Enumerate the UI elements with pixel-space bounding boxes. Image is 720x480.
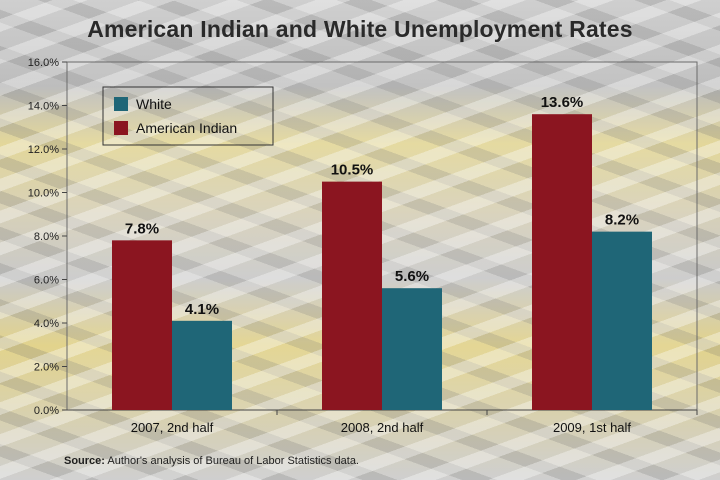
data-label: 10.5% (331, 162, 374, 179)
chart-title: American Indian and White Unemployment R… (87, 16, 633, 42)
bar-white (592, 231, 652, 410)
legend-label: White (136, 96, 172, 112)
y-tick-label: 0.0% (34, 405, 59, 417)
bar-american-indian (532, 114, 592, 410)
bar-white (172, 320, 232, 410)
legend-label: American Indian (136, 120, 237, 136)
bar-american-indian (112, 240, 172, 410)
x-category-label: 2009, 1st half (553, 420, 631, 435)
source-note: Source: Author's analysis of Bureau of L… (64, 455, 359, 467)
y-tick-label: 6.0% (34, 275, 59, 287)
y-tick-label: 4.0% (34, 318, 59, 330)
y-tick-label: 14.0% (28, 101, 59, 113)
data-label: 7.8% (125, 220, 159, 237)
plot-area: 0.0% 2.0% 4.0% 6.0% 8.0% 10.0% 12.0% 14.0% 16.0%… (28, 57, 698, 435)
bar-white (382, 288, 442, 410)
y-tick-label: 10.0% (28, 188, 59, 200)
legend-box (102, 86, 274, 146)
bar-american-indian (322, 181, 382, 410)
y-tick-label: 12.0% (28, 144, 59, 156)
x-category-label: 2007, 2nd half (131, 420, 214, 435)
source-text: Author's analysis of Bureau of Labor Sta… (107, 455, 359, 467)
data-label: 5.6% (395, 268, 429, 285)
y-tick-label: 16.0% (28, 57, 59, 69)
data-label: 13.6% (541, 94, 584, 111)
x-category-label: 2008, 2nd half (341, 420, 424, 435)
legend-swatch (114, 97, 128, 111)
source-label: Source: (64, 455, 105, 467)
data-label: 4.1% (185, 301, 219, 318)
y-tick-label: 2.0% (34, 362, 59, 374)
data-label: 8.2% (605, 212, 639, 229)
legend-swatch (114, 121, 128, 135)
y-tick-label: 8.0% (34, 231, 59, 243)
